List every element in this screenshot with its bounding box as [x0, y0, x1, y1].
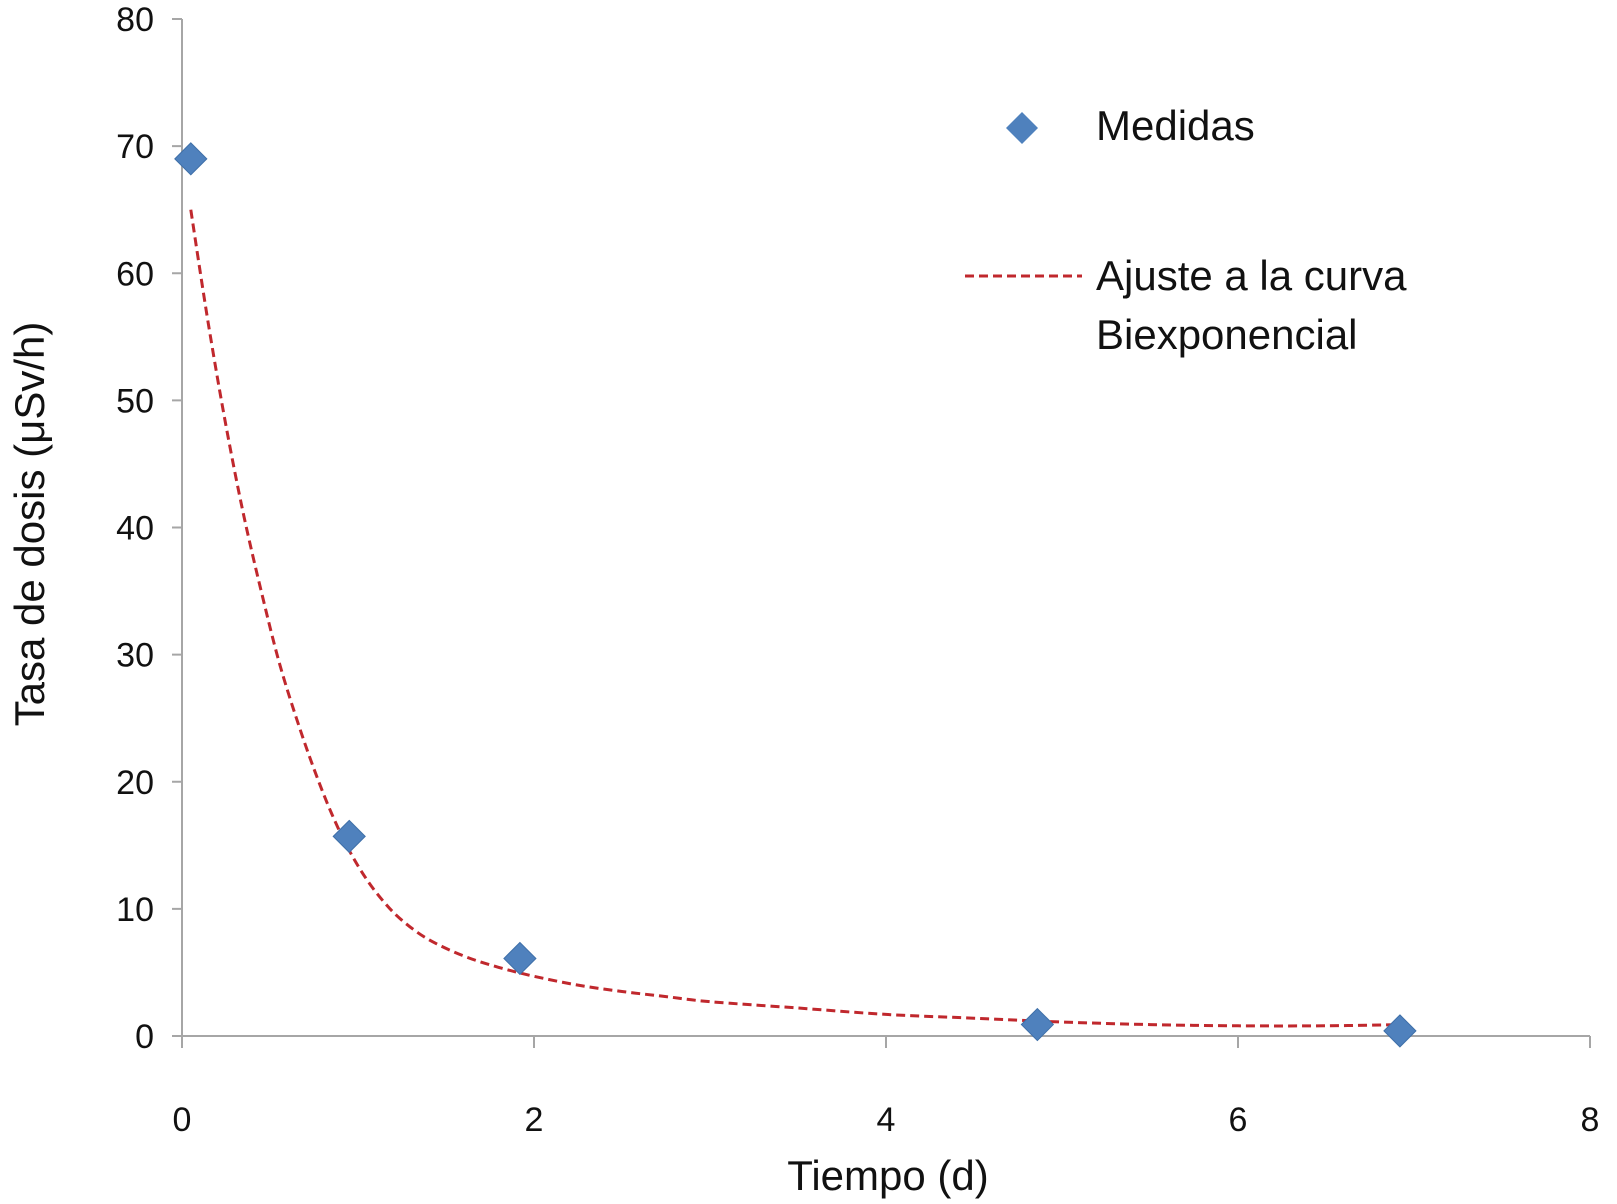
x-tick-label: 4	[877, 1101, 896, 1139]
y-tick-label: 70	[116, 128, 154, 166]
y-tick-label: 50	[116, 382, 154, 420]
legend-label-fit-line-1: Ajuste a la curva	[1096, 252, 1407, 299]
legend-label-fit-line-2: Biexponencial	[1096, 311, 1358, 358]
y-tick-label: 80	[116, 1, 154, 39]
x-tick-label: 8	[1581, 1101, 1600, 1139]
x-axis: 0 2 4 6 8	[173, 1035, 1600, 1139]
y-tick-label: 30	[116, 637, 154, 675]
data-point-diamond	[1020, 1007, 1055, 1042]
x-tick-label: 6	[1229, 1101, 1248, 1139]
legend: Medidas Ajuste a la curva Biexponencial	[965, 102, 1407, 358]
data-point-diamond	[332, 819, 366, 854]
x-axis-title: Tiempo (d)	[787, 1152, 989, 1199]
data-point-diamond	[1383, 1014, 1417, 1048]
y-tick-label: 20	[116, 764, 154, 802]
measurements-series	[174, 142, 1417, 1048]
data-point-diamond	[174, 142, 208, 176]
y-tick-label: 60	[116, 255, 154, 293]
y-axis: 0 10 20 30 40 50 60 70 80	[116, 1, 183, 1056]
x-tick-label: 0	[173, 1101, 192, 1139]
x-tick-label: 2	[525, 1101, 544, 1139]
y-axis-title: Tasa de dosis (μSv/h)	[6, 322, 53, 727]
legend-label-medidas: Medidas	[1096, 102, 1255, 149]
legend-marker-diamond-icon	[1006, 112, 1038, 144]
y-tick-label: 0	[135, 1018, 154, 1056]
data-point-diamond	[503, 941, 537, 976]
y-tick-label: 40	[116, 510, 154, 548]
y-tick-label: 10	[116, 891, 154, 929]
